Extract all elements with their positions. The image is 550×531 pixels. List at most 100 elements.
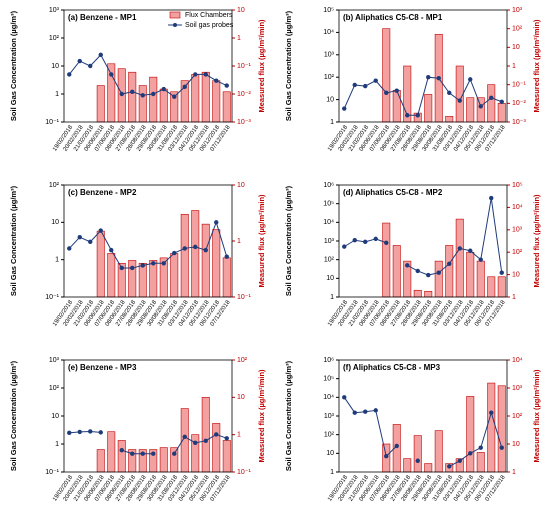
y-tick-label: 10 [326, 450, 334, 457]
bar [445, 116, 454, 123]
bar [170, 447, 179, 473]
point [88, 429, 93, 434]
point [77, 58, 82, 64]
point [342, 395, 347, 400]
y2-tick-label: 10 [237, 182, 245, 189]
y-tick-label: 10⁴ [323, 394, 334, 401]
y2-tick-label: 10³ [512, 227, 523, 234]
point [67, 246, 72, 251]
y2-tick-label: 1 [237, 238, 241, 245]
y-axis-title: Soil Gas Concentration (µg/m³) [284, 185, 293, 296]
y2-tick-label: 1 [512, 469, 516, 476]
point [468, 451, 473, 456]
y-tick-label: 10 [51, 63, 59, 70]
panel-title: (a) Benzene - MP1 [68, 13, 137, 22]
y2-tick-label: 10 [512, 441, 520, 448]
y2-tick-label: 10² [512, 413, 523, 420]
y2-tick-label: 10 [512, 271, 520, 278]
point [363, 409, 368, 414]
bar [149, 260, 158, 298]
bar [497, 103, 506, 123]
point [172, 94, 177, 99]
bar [392, 245, 401, 298]
point [130, 89, 135, 94]
y2-tick-label: 10⁻¹ [512, 82, 526, 89]
point [478, 104, 483, 109]
y2-tick-label: 10² [512, 26, 523, 33]
panel-title: (c) Benzene - MP2 [68, 188, 137, 197]
y2-tick-label: 10⁻³ [512, 119, 526, 126]
point [415, 458, 420, 463]
y2-tick-label: 10⁻¹ [237, 63, 251, 70]
y2-tick-label: 10⁻² [237, 91, 251, 98]
bar [476, 260, 485, 298]
point [436, 76, 441, 81]
legend-swatch [169, 11, 181, 19]
bar [497, 385, 506, 473]
bar [222, 440, 231, 473]
y-tick-label: 10⁻¹ [45, 294, 59, 301]
plot-frame [63, 9, 233, 123]
point [161, 261, 166, 266]
bar [212, 423, 221, 473]
point [203, 72, 208, 77]
point [182, 246, 187, 251]
point [415, 113, 420, 118]
point [405, 113, 410, 118]
bar [96, 230, 105, 298]
bar [487, 382, 496, 473]
point [130, 451, 135, 456]
y2-axis-title: Measured flux (µg/m²/min) [532, 369, 541, 463]
y2-axis-title: Measured flux (µg/m²/min) [257, 19, 266, 113]
bar [222, 257, 231, 298]
bar [107, 253, 116, 298]
point [172, 451, 177, 456]
y-tick-label: 10⁻¹ [45, 119, 59, 126]
y-tick-label: 10 [326, 96, 334, 103]
point [468, 248, 473, 253]
point [352, 82, 357, 88]
point [98, 228, 103, 233]
y-tick-label: 1 [55, 441, 59, 448]
point [214, 78, 219, 83]
point [67, 72, 72, 77]
bar [138, 85, 147, 123]
y2-tick-label: 10³ [512, 7, 523, 14]
y-tick-label: 10 [326, 275, 334, 282]
bar [392, 89, 401, 123]
y-tick-label: 10⁵ [323, 201, 334, 208]
y-axis-title: Soil Gas Concentration (µg/m³) [9, 185, 18, 296]
bar [487, 84, 496, 123]
point [457, 246, 462, 251]
bar [117, 440, 126, 473]
plot-frame [63, 359, 233, 473]
y-tick-label: 1 [330, 119, 334, 126]
bar [191, 434, 200, 473]
bar [487, 276, 496, 298]
point [109, 72, 114, 77]
point [384, 90, 389, 96]
y-axis-title: Soil Gas Concentration (µg/m³) [9, 10, 18, 121]
y-tick-label: 10² [49, 182, 60, 189]
y-tick-label: 10 [51, 413, 59, 420]
y-axis-title: Soil Gas Concentration (µg/m³) [284, 360, 293, 471]
line [343, 76, 502, 116]
bar [413, 289, 422, 298]
bar [424, 290, 433, 298]
point [140, 93, 145, 98]
bar [476, 97, 485, 123]
y2-tick-label: 1 [237, 432, 241, 439]
point [384, 454, 389, 459]
bar [434, 430, 443, 473]
y2-tick-label: 10⁵ [512, 182, 523, 189]
y2-axis-title: Measured flux (µg/m²/min) [257, 194, 266, 288]
plot-frame [338, 359, 508, 473]
y2-tick-label: 10³ [512, 385, 523, 392]
point [489, 410, 494, 415]
point [182, 434, 187, 440]
bar [476, 452, 485, 473]
point [119, 265, 124, 271]
y-tick-label: 10² [49, 385, 60, 392]
point [151, 261, 156, 266]
point [447, 261, 452, 267]
